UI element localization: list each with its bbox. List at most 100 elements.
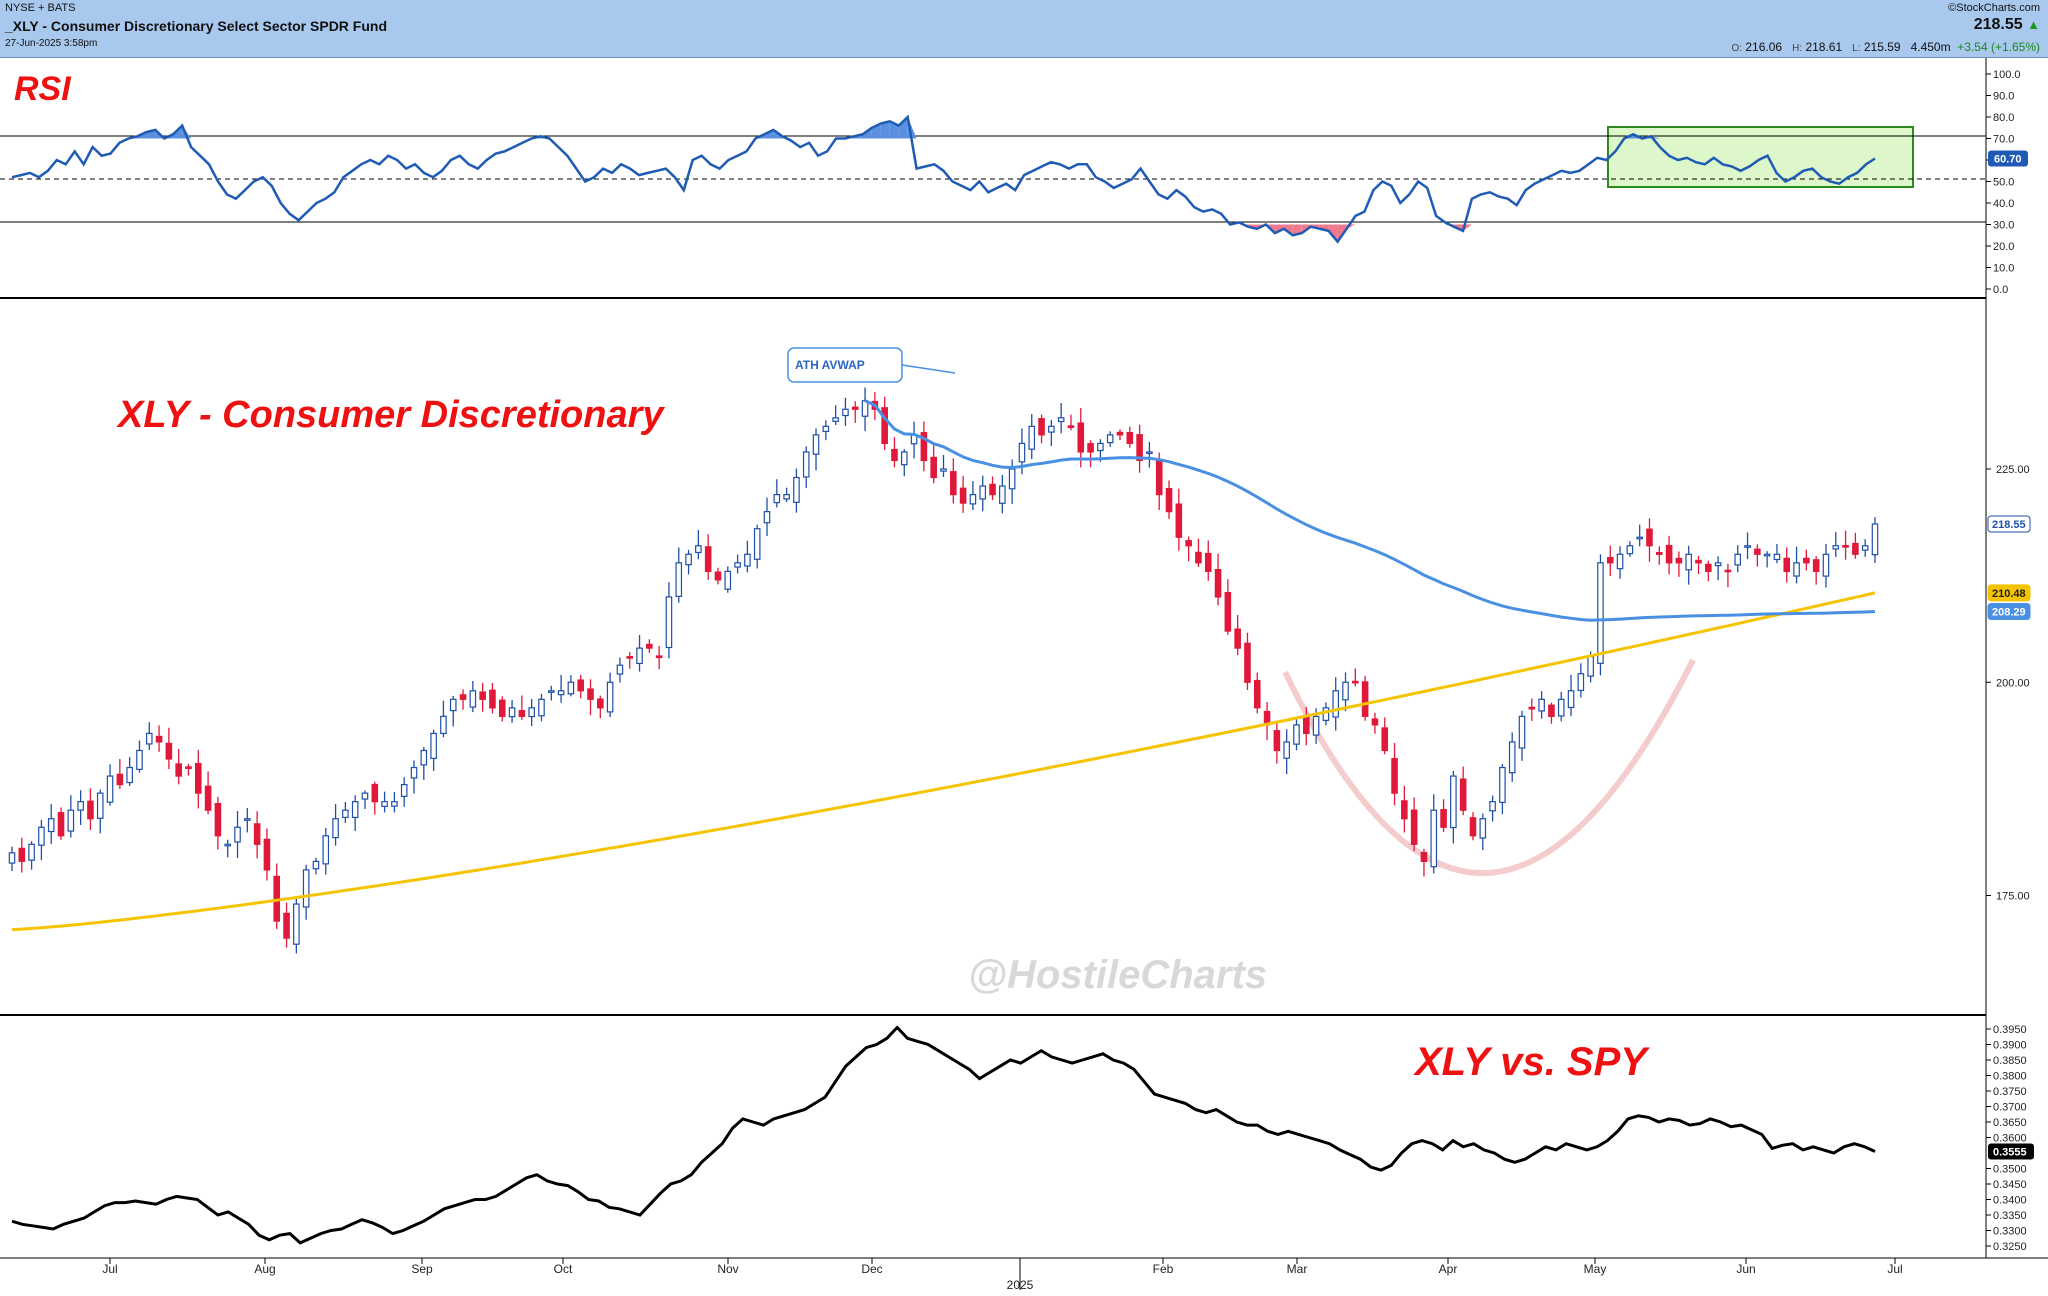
- x-tick-label: Oct: [554, 1262, 573, 1276]
- x-tick-label: Jul: [1887, 1262, 1902, 1276]
- rsi-tick-label: 100.0: [1993, 69, 2021, 81]
- x-tick-label: May: [1584, 1262, 1607, 1276]
- ath-avwap-callout: ATH AVWAP: [787, 347, 956, 383]
- candle-body: [214, 802, 222, 837]
- candle-body: [1832, 545, 1840, 550]
- candle-body: [332, 818, 339, 839]
- candle-body: [116, 773, 124, 786]
- candle-body: [1714, 562, 1722, 567]
- candle-body: [1342, 681, 1349, 701]
- candle-body: [1508, 741, 1516, 774]
- ratio-tick-label: 0.3900: [1993, 1040, 2027, 1052]
- candle-body: [1430, 809, 1438, 868]
- candle-body: [195, 763, 202, 794]
- panel-frames: [0, 58, 2048, 1259]
- candle-body: [1822, 553, 1830, 577]
- rsi-tick-label: 50.0: [1993, 177, 2014, 189]
- candle-body: [28, 843, 35, 861]
- candle-body: [1175, 503, 1183, 538]
- candle-body: [1665, 544, 1673, 564]
- candle-body: [1087, 443, 1094, 453]
- candle-body: [312, 860, 320, 870]
- candle-body: [136, 749, 143, 771]
- candle-body: [1371, 718, 1379, 726]
- candle-body: [1018, 442, 1026, 463]
- candle-body: [999, 485, 1006, 504]
- candle-body: [1538, 698, 1545, 712]
- x-tick-label: Dec: [861, 1262, 882, 1276]
- ohlc-readout: O: 216.06 H: 218.61 L: 215.59 4.450m +3.…: [1731, 40, 2040, 54]
- candle-body: [342, 809, 349, 819]
- chart-canvas: 100.090.080.070.060.050.040.030.020.010.…: [0, 58, 2048, 1292]
- symbol-title: _XLY - Consumer Discretionary Select Sec…: [5, 18, 388, 34]
- candle-body: [577, 679, 585, 692]
- candle-body: [1567, 690, 1575, 709]
- candle-body: [802, 451, 810, 478]
- candle-body: [1293, 724, 1300, 745]
- candle-body: [1489, 801, 1496, 812]
- last-price: 218.55 ▲: [1974, 16, 2040, 34]
- ratio-tick-label: 0.3350: [1993, 1210, 2027, 1222]
- rsi-panel: 100.090.080.070.060.050.040.030.020.010.…: [0, 69, 2028, 296]
- candle-body: [685, 553, 692, 566]
- candle-body: [1401, 800, 1408, 820]
- rsi-last-flag: [1988, 150, 2028, 167]
- x-tick-label: Aug: [254, 1262, 275, 1276]
- candle-body: [1146, 451, 1153, 455]
- candle-body: [920, 432, 928, 462]
- brand-label[interactable]: ©StockCharts.com: [1948, 2, 2040, 14]
- candle-body: [1803, 557, 1810, 564]
- candle-body: [753, 528, 761, 560]
- low-label: L:: [1852, 43, 1861, 54]
- candle-body: [1244, 642, 1251, 683]
- candle-body: [1626, 545, 1634, 555]
- exchange-label: NYSE + BATS: [5, 2, 76, 14]
- candle-body: [881, 407, 888, 445]
- candle-body: [1636, 536, 1643, 540]
- candle-body: [1754, 548, 1761, 555]
- candle-body: [1077, 422, 1085, 453]
- x-tick-label: Feb: [1153, 1262, 1174, 1276]
- candle-body: [1048, 425, 1055, 433]
- open-label: O:: [1731, 43, 1743, 54]
- candle-body: [1685, 553, 1692, 571]
- last-price-value: 218.55: [1973, 16, 2023, 33]
- candle-body: [538, 698, 545, 717]
- candle-body: [842, 408, 849, 417]
- candle-body: [1459, 778, 1467, 811]
- candle-body: [1332, 690, 1340, 718]
- candle-body: [891, 448, 898, 462]
- price-panel: 225.00 200.00 175.00 218.55 210.48 208.29 AT…: [8, 347, 2031, 997]
- candle-body: [96, 792, 104, 819]
- candle-body: [930, 456, 937, 479]
- ratio-panel: 0.3950 0.3900 0.3850 0.3800 0.3750 0.3700 0.36…: [11, 1024, 2034, 1253]
- x-tick-label: Mar: [1287, 1262, 1308, 1276]
- avwap-line: [864, 399, 1876, 622]
- rsi-tick-label: 40.0: [1993, 198, 2014, 210]
- candle-body: [498, 699, 506, 717]
- rsi-last-value: 60.70: [1994, 153, 2022, 165]
- candle-body: [1773, 553, 1781, 561]
- candle-body: [1224, 591, 1232, 632]
- candle-body: [1450, 775, 1457, 829]
- candle-body: [783, 493, 790, 500]
- candle-body: [1557, 698, 1565, 717]
- candle-body: [1695, 559, 1702, 564]
- ratio-last-value: 0.3555: [1993, 1146, 2027, 1158]
- candle-body: [145, 732, 153, 745]
- candle-body: [900, 451, 908, 466]
- candle-body: [646, 643, 653, 649]
- candle-body: [616, 664, 624, 675]
- candle-body: [626, 656, 634, 659]
- candle-body: [1548, 704, 1555, 717]
- candle-body: [1871, 523, 1879, 556]
- candle-body: [1165, 488, 1173, 513]
- candle-body: [695, 545, 702, 554]
- candle-body: [940, 468, 947, 472]
- candle-body: [1097, 442, 1104, 452]
- candle-body: [1812, 559, 1820, 572]
- candle-body: [410, 766, 418, 779]
- ratio-tick-label: 0.3650: [1993, 1117, 2027, 1129]
- rsi-tick-label: 20.0: [1993, 241, 2014, 253]
- watermark: @HostileCharts: [968, 953, 1267, 997]
